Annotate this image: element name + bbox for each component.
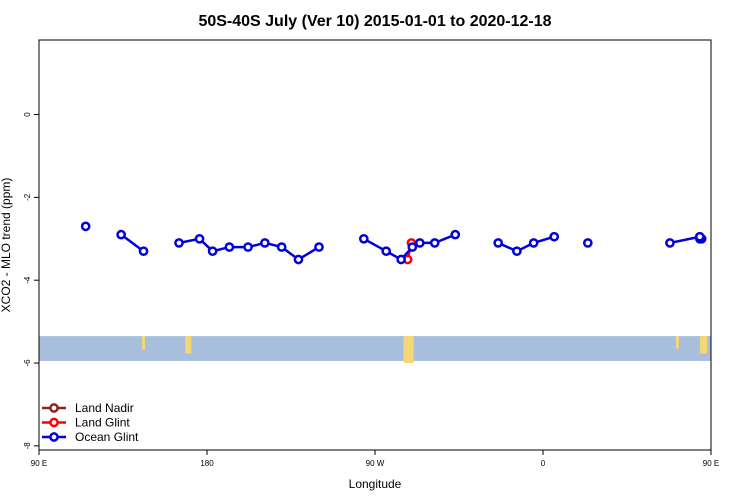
series-ocean-glint	[80, 221, 707, 265]
data-point	[224, 242, 235, 252]
x-axis-label: Longitude	[349, 477, 402, 491]
legend-marker	[49, 403, 59, 413]
data-point	[243, 242, 253, 252]
data-point	[293, 254, 304, 265]
data-point	[429, 238, 440, 248]
data-point	[138, 246, 149, 257]
data-point	[358, 233, 369, 244]
x-tick-label: 180	[200, 459, 214, 468]
data-point	[396, 254, 406, 265]
data-point	[174, 238, 184, 248]
map-strip	[39, 336, 711, 363]
data-point	[407, 242, 418, 252]
data-point	[276, 242, 287, 252]
data-point	[116, 229, 126, 240]
y-tick-label: -4	[23, 276, 32, 284]
legend-label: Land Glint	[75, 416, 130, 430]
y-tick-label: 0	[23, 112, 32, 117]
series-layer	[80, 221, 707, 265]
data-point	[582, 238, 593, 248]
map-land	[403, 336, 414, 363]
map-ocean	[39, 336, 711, 361]
data-point	[512, 246, 522, 257]
data-point	[80, 221, 91, 232]
y-tick-label: -2	[23, 193, 32, 201]
legend-label: Land Nadir	[75, 401, 134, 415]
data-point	[694, 231, 705, 242]
y-tick-label: -8	[23, 442, 32, 450]
data-point	[207, 246, 218, 257]
data-point	[493, 238, 504, 248]
map-land	[185, 336, 192, 354]
data-point	[549, 231, 560, 242]
legend-label: Ocean Glint	[75, 430, 139, 444]
data-point	[381, 246, 392, 257]
legend-marker	[49, 432, 59, 442]
map-land	[700, 336, 708, 354]
y-axis-label: XCO2 - MLO trend (ppm)	[0, 178, 13, 313]
x-tick-label: 90 E	[703, 459, 719, 468]
x-tick-label: 90 W	[366, 459, 385, 468]
data-point	[665, 238, 675, 248]
data-point	[528, 238, 539, 248]
map-land	[142, 336, 146, 350]
y-tick-label: -6	[23, 359, 32, 367]
x-tick-label: 0	[541, 459, 546, 468]
data-point	[194, 233, 205, 244]
series-line	[497, 235, 555, 253]
data-point	[314, 242, 324, 252]
data-point	[260, 238, 270, 248]
chart-title: 50S-40S July (Ver 10) 2015-01-01 to 2020…	[198, 13, 551, 30]
data-point	[450, 229, 461, 240]
map-land	[675, 336, 679, 349]
series-line	[669, 235, 701, 245]
x-tick-label: 90 E	[31, 459, 47, 468]
legend-marker	[49, 417, 59, 428]
axes: 90 E 180 90 W 0 90 E 0 -2 -4 -6 -8	[23, 39, 719, 468]
data-point	[414, 238, 425, 248]
